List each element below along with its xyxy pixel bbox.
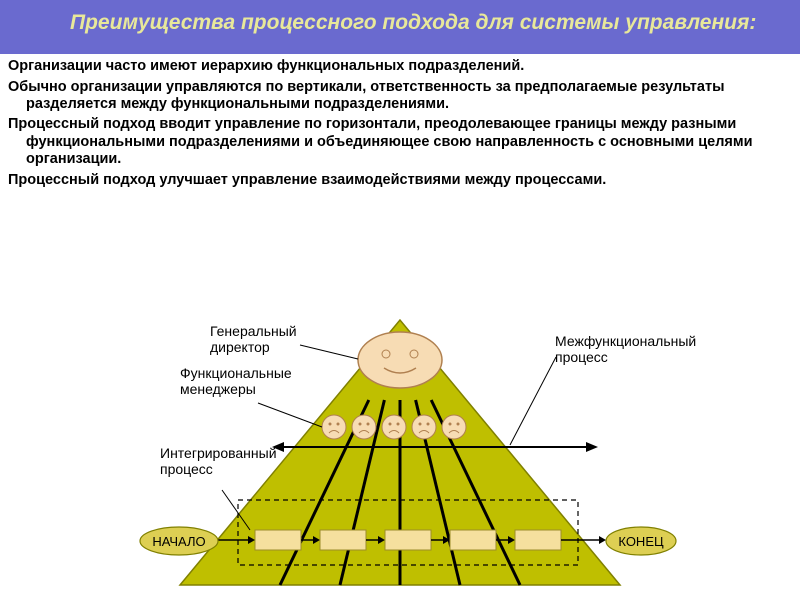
label-director: Генеральный директор [210, 323, 330, 355]
svg-text:КОНЕЦ: КОНЕЦ [618, 534, 664, 549]
pyramid-diagram: НАЧАЛО КОНЕЦ Генеральный директор Функцио… [0, 305, 800, 600]
label-integrated: Интегрированный процесс [160, 445, 280, 477]
process-boxes [218, 530, 606, 550]
label-managers: Функциональные менеджеры [180, 365, 300, 397]
content-area: Организации часто имеют иерархию функцио… [0, 54, 800, 189]
director-face-icon [358, 332, 442, 388]
paragraph-2: Обычно организации управляются по вертик… [8, 79, 792, 114]
paragraph-3: Процессный подход вводит управление по г… [8, 116, 792, 168]
paragraph-4: Процессный подход улучшает управление вз… [8, 172, 792, 189]
svg-text:НАЧАЛО: НАЧАЛО [152, 534, 205, 549]
label-cross: Межфункциональный процесс [555, 333, 705, 365]
title-text: Преимущества процессного подхода для сис… [70, 11, 756, 34]
title-bar: Преимущества процессного подхода для сис… [0, 0, 800, 54]
paragraph-1: Организации часто имеют иерархию функцио… [8, 58, 792, 75]
